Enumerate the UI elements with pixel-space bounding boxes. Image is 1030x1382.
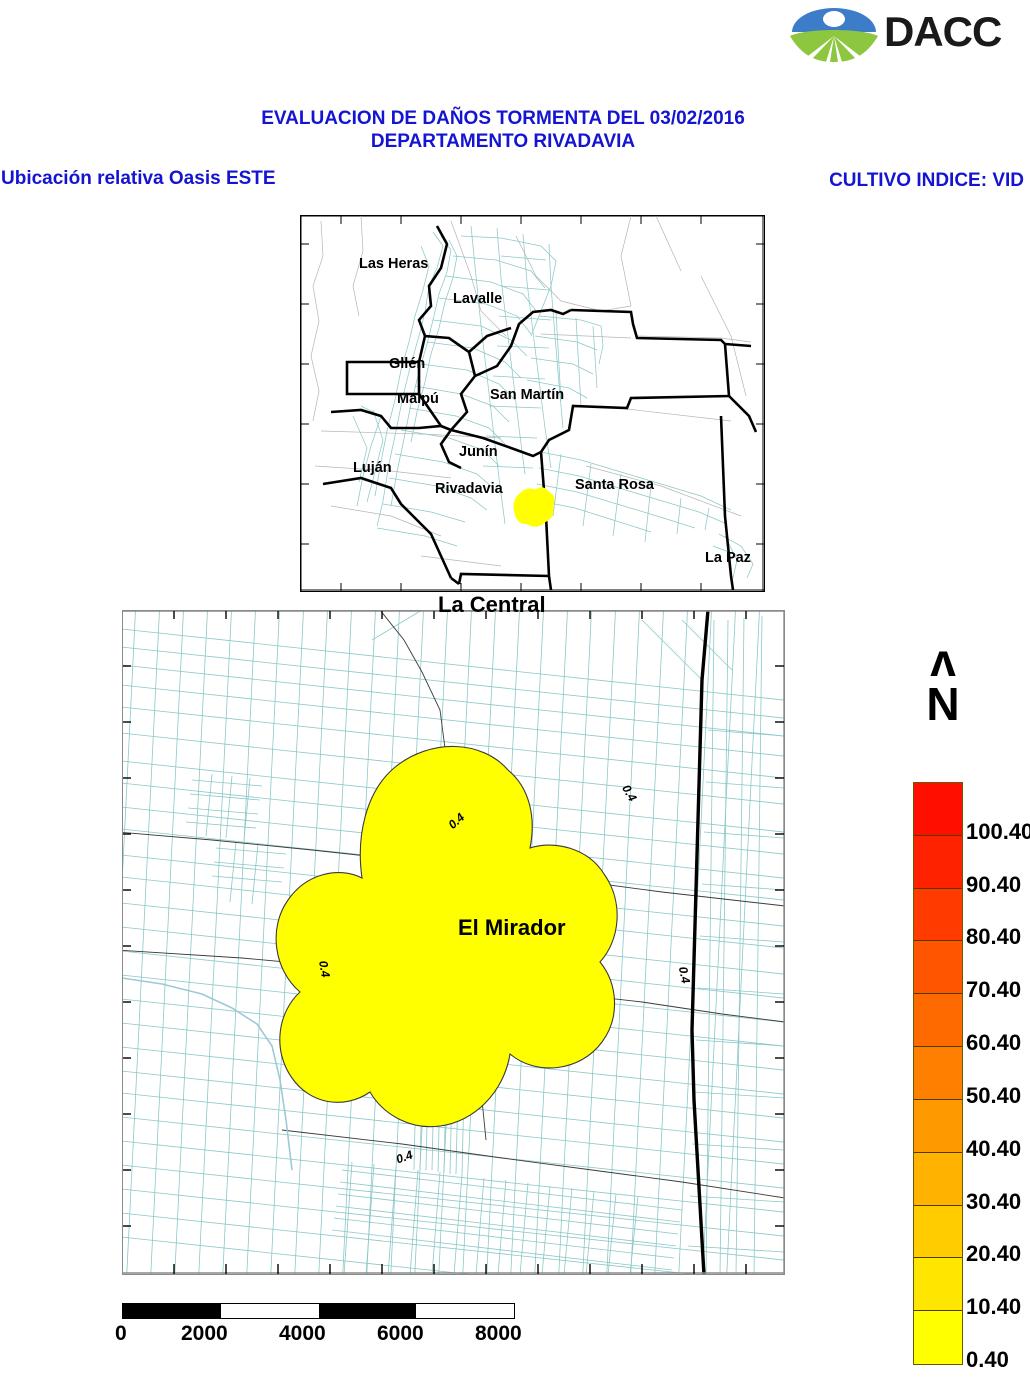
inset-label-san-martin: San Martín [490,387,565,403]
scale-segment-3 [318,1304,417,1318]
inset-label-la-paz: La Paz [705,550,751,566]
scale-segment-2 [220,1304,319,1318]
colorbar-segment-80-40 [914,888,962,942]
report-title-line2: DEPARTAMENTO RIVADAVIA [370,131,636,152]
scale-tick-6000: 6000 [377,1322,424,1345]
inset-map-caption: Ubicación relativa Oasis ESTE [1,168,276,189]
crop-index-caption: CULTIVO INDICE: VID [829,170,1024,191]
inset-label-rivadavia: Rivadavia [435,481,503,497]
inset-highlight-area [513,487,555,527]
colorbar-label-20-40: 20.40 [966,1241,1022,1267]
scale-tick-2000: 2000 [181,1322,228,1345]
main-department-boundary [690,610,710,1275]
inset-map-canvas [301,216,764,591]
main-map-canvas [122,610,785,1275]
colorbar-label-70-40: 70.40 [966,977,1022,1003]
colorbar-label-60-40: 60.40 [966,1030,1022,1056]
main-frame-tickmarks [122,610,785,1274]
colorbar-segment-30-40 [914,1152,962,1206]
colorbar-segment-90-40 [914,835,962,889]
inset-label-las-heras: Las Heras [359,256,429,272]
north-arrow-chevron-icon: ʌ [930,634,956,686]
scale-tick-4000: 4000 [279,1322,326,1345]
inset-location-map[interactable]: Las Heras Lavalle Gllén Maipú San Martín… [300,215,765,592]
colorbar-label-90-40: 90.40 [966,871,1022,897]
colorbar-segment-40-40 [914,1099,962,1153]
scale-segment-1 [123,1304,221,1318]
report-title-line1: EVALUACION DE DAÑOS TORMENTA DEL 03/02/2… [261,108,745,129]
district-label-la-central: La Central [438,592,546,617]
inset-label-junin: Junín [459,444,498,460]
colorbar-segment-100-40 [914,783,962,836]
north-arrow-letter: N [926,678,960,730]
scale-bar [122,1303,515,1319]
colorbar-segment-10-40 [914,1258,962,1312]
colorbar-label-0-40: 0.40 [966,1347,1009,1372]
colorbar-label-40-40: 40.40 [966,1135,1022,1161]
inset-minor-lines [310,216,752,567]
contour-label-w: 0.4 [316,959,333,979]
main-canal [122,977,293,1171]
inset-label-lavalle: Lavalle [453,291,503,307]
colorbar-segment-50-40 [914,1047,962,1100]
dacc-logo: DACC [786,4,1026,66]
colorbar-segment-20-40 [914,1205,962,1259]
dacc-logo-text: DACC [884,8,1002,55]
main-damage-map[interactable] [122,610,785,1275]
dacc-logo-mark [790,8,878,62]
colorbar-label-10-40: 10.40 [966,1294,1022,1320]
north-arrow: ʌ N [908,634,978,758]
inset-department-boundaries [322,225,758,591]
inset-label-maipu: Maipú [397,391,439,407]
damage-colorbar [913,782,963,1365]
damage-colorbar-labels: 100.40 90.40 80.40 70.40 60.40 50.40 40.40 30.4… [963,782,1030,1382]
colorbar-label-80-40: 80.40 [966,924,1022,950]
damage-zone-polygon [275,745,618,1128]
scale-segment-4 [416,1304,514,1318]
inset-label-santa-rosa: Santa Rosa [575,477,654,493]
inset-label-guaymallen: Gllén [389,356,426,372]
inset-label-lujan: Luján [353,460,392,476]
colorbar-segment-70-40 [914,941,962,995]
colorbar-segment-0-40 [914,1311,962,1364]
inset-frame-ticks [301,216,764,591]
scale-bar-labels: 0 2000 4000 6000 8000 [100,1322,560,1350]
colorbar-segment-60-40 [914,994,962,1048]
scale-tick-0: 0 [115,1322,127,1345]
inset-parcel-lines [352,225,754,579]
colorbar-label-30-40: 30.40 [966,1188,1022,1214]
colorbar-label-100-40: 100.40 [966,818,1030,844]
scale-tick-8000: 8000 [475,1322,522,1345]
district-label-el-mirador: El Mirador [458,915,566,940]
colorbar-label-50-40: 50.40 [966,1082,1022,1108]
